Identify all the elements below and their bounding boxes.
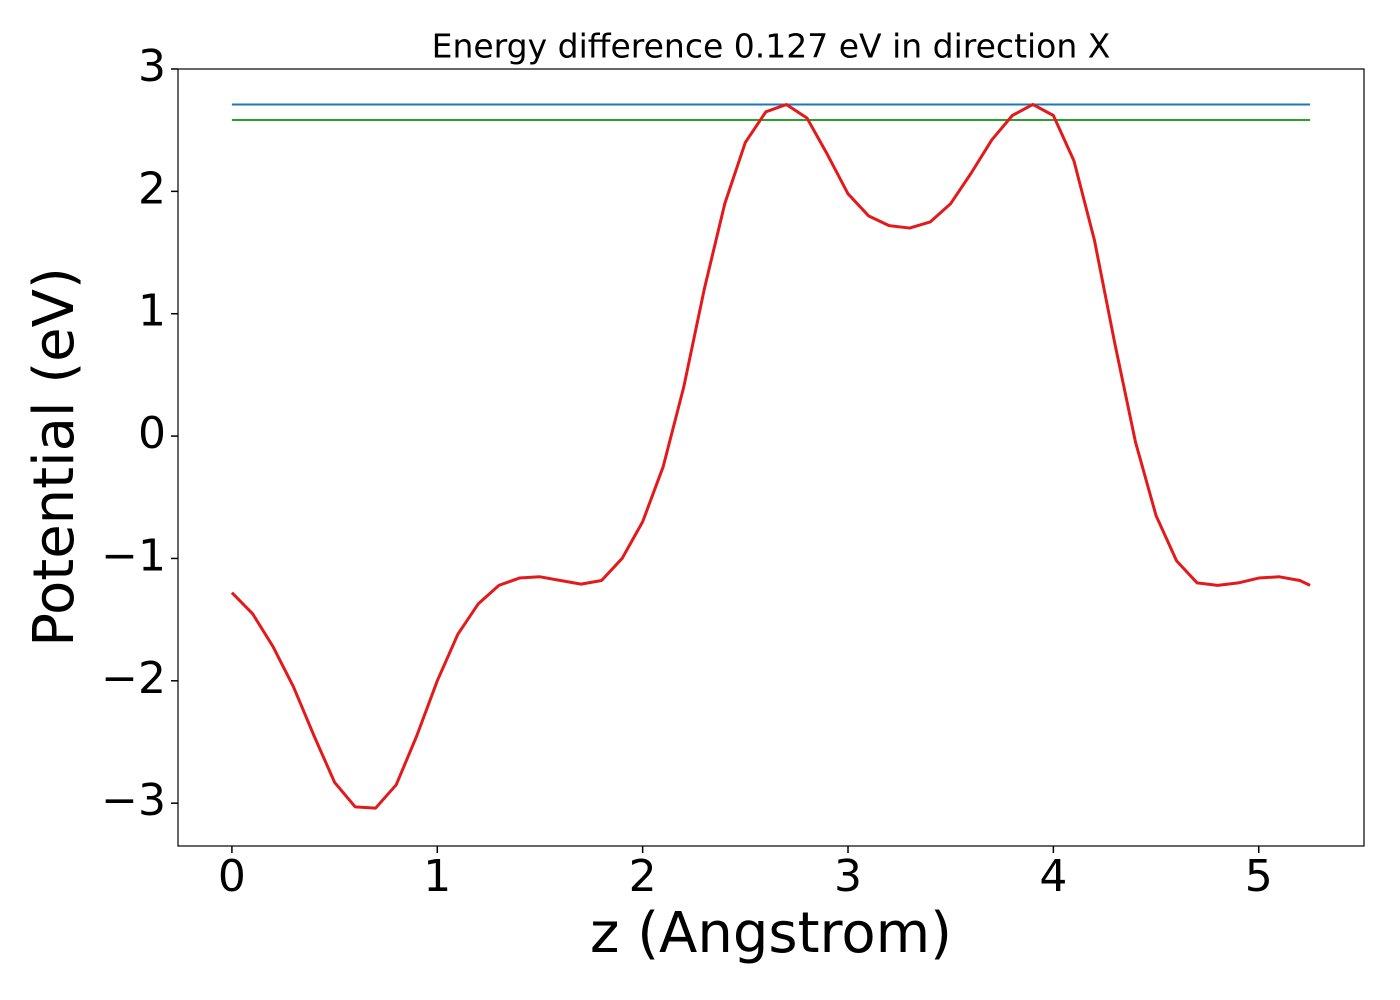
y-tick-label: 1: [138, 286, 166, 337]
y-tick-label: −2: [101, 653, 166, 704]
x-tick-label: 4: [1039, 851, 1067, 902]
x-tick-label: 1: [423, 851, 451, 902]
x-tick-label: 2: [629, 851, 657, 902]
y-tick-label: −1: [101, 530, 166, 581]
x-tick-label: 0: [218, 851, 246, 902]
y-axis-label: Potential (eV): [22, 267, 87, 647]
series-line: [230, 102, 1311, 810]
y-tick-label: 3: [138, 41, 166, 92]
x-tick-label: 5: [1245, 851, 1273, 902]
y-tick-label: 0: [138, 408, 166, 459]
x-tick-label: 3: [834, 851, 862, 902]
x-axis-label: z (Angstrom): [590, 901, 952, 966]
plot-frame: [177, 68, 1365, 847]
y-tick-label: 2: [138, 163, 166, 214]
y-tick-label: −3: [101, 775, 166, 826]
chart-title: Energy difference 0.127 eV in direction …: [432, 27, 1111, 66]
